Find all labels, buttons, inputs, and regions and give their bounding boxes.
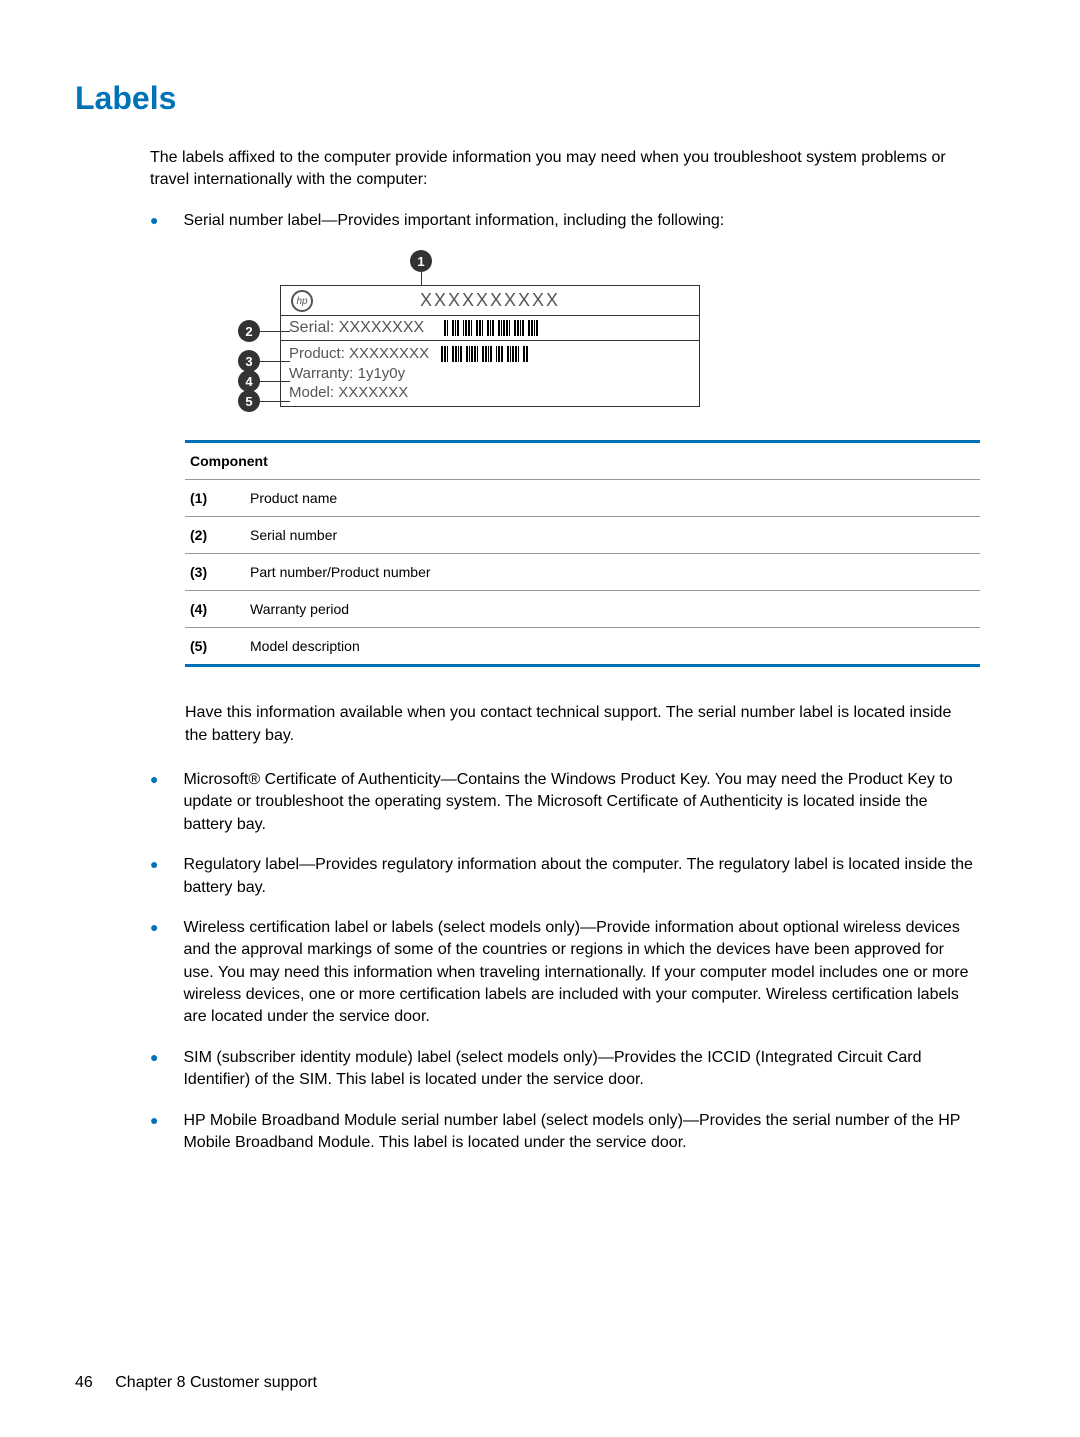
callout-3: 3 [238,350,260,372]
label-box: hp XXXXXXXXXX Serial: XXXXXXXX Product: … [280,285,700,407]
bullet-item-sim: ● SIM (subscriber identity module) label… [150,1047,975,1092]
warranty-text: Warranty: 1y1y0y [289,364,691,384]
intro-paragraph: The labels affixed to the computer provi… [150,147,975,192]
after-table-paragraph: Have this information available when you… [185,702,975,747]
callout-1: 1 [410,250,432,272]
table-num: (2) [190,527,250,543]
bullet-icon: ● [150,1049,158,1065]
barcode-serial [444,319,539,337]
hp-logo-icon: hp [291,290,313,312]
bullet-list-bottom: ● Microsoft® Certificate of Authenticity… [150,769,975,1154]
product-text: Product: XXXXXXXX [289,344,429,364]
bullet-text: Microsoft® Certificate of Authenticity—C… [183,769,975,836]
table-num: (3) [190,564,250,580]
callout-4: 4 [238,370,260,392]
component-table: Component (1) Product name (2) Serial nu… [185,440,980,667]
table-row: (1) Product name [185,480,980,517]
bullet-icon: ● [150,771,158,787]
table-header: Component [185,440,980,480]
label-row-serial: Serial: XXXXXXXX [281,316,699,341]
table-row: (2) Serial number [185,517,980,554]
page-number: 46 [75,1374,93,1391]
table-desc: Warranty period [250,601,349,617]
label-row-product-name: hp XXXXXXXXXX [281,286,699,316]
model-text: Model: XXXXXXX [289,383,691,403]
bullet-item-coa: ● Microsoft® Certificate of Authenticity… [150,769,975,836]
table-row: (3) Part number/Product number [185,554,980,591]
table-num: (4) [190,601,250,617]
table-desc: Product name [250,490,337,506]
serial-label-diagram: 1 2 3 4 5 hp XXXXXXXXXX Serial: XXXXXXXX… [185,250,705,420]
bullet-text: SIM (subscriber identity module) label (… [183,1047,975,1092]
bullet-icon: ● [150,856,158,872]
bullet-icon: ● [150,919,158,935]
label-row-multi: Product: XXXXXXXX Warranty: 1y1y0y Model… [281,341,699,406]
bullet-text: HP Mobile Broadband Module serial number… [183,1110,975,1155]
bullet-icon: ● [150,1112,158,1128]
bullet-text: Serial number label—Provides important i… [183,210,724,232]
table-desc: Model description [250,638,360,654]
chapter-label: Chapter 8 Customer support [115,1374,317,1391]
page-footer: 46 Chapter 8 Customer support [75,1374,317,1392]
table-num: (5) [190,638,250,654]
table-desc: Part number/Product number [250,564,431,580]
serial-text: Serial: XXXXXXXX [289,319,424,337]
bullet-text: Regulatory label—Provides regulatory inf… [183,854,975,899]
bullet-item-broadband: ● HP Mobile Broadband Module serial numb… [150,1110,975,1155]
bullet-list-top: ● Serial number label—Provides important… [150,210,975,232]
page-heading: Labels [75,80,1010,117]
bullet-item-wireless: ● Wireless certification label or labels… [150,917,975,1029]
callout-2: 2 [238,320,260,342]
bullet-icon: ● [150,212,158,228]
barcode-product [441,345,529,363]
table-row: (4) Warranty period [185,591,980,628]
product-title-text: XXXXXXXXXX [420,290,560,311]
table-desc: Serial number [250,527,337,543]
bullet-item-regulatory: ● Regulatory label—Provides regulatory i… [150,854,975,899]
callout-1-line [421,272,422,285]
callout-5: 5 [238,390,260,412]
bullet-item-serial: ● Serial number label—Provides important… [150,210,975,232]
bullet-text: Wireless certification label or labels (… [183,917,975,1029]
table-row: (5) Model description [185,628,980,667]
table-num: (1) [190,490,250,506]
